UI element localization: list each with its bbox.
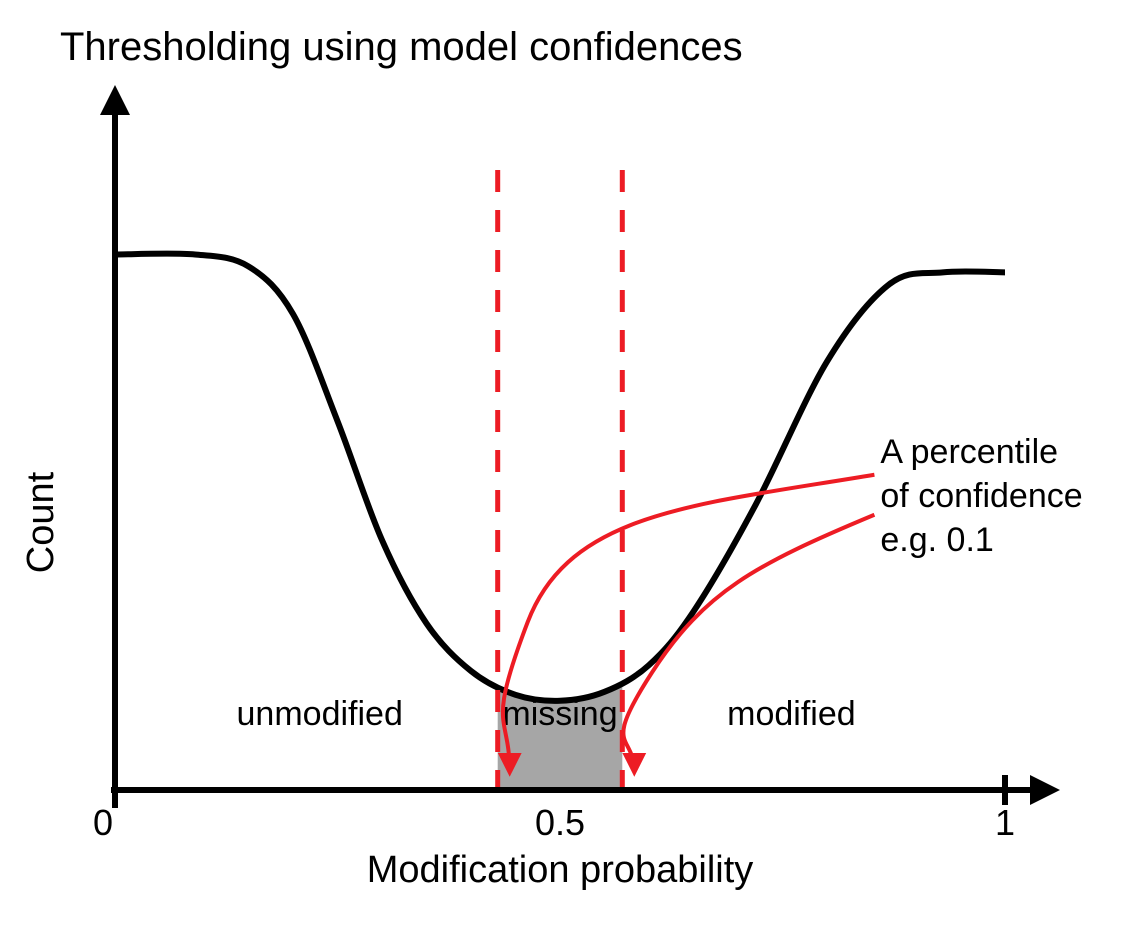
region-label-unmodified: unmodified bbox=[237, 695, 403, 733]
y-axis-label: Count bbox=[20, 471, 62, 573]
annotation-line-2: of confidence bbox=[880, 477, 1082, 515]
annotation-line-3: e.g. 0.1 bbox=[880, 521, 993, 559]
chart-title: Thresholding using model confidences bbox=[60, 25, 743, 69]
x-tick-label-05: 0.5 bbox=[535, 802, 585, 843]
annotation-line-1: A percentile bbox=[880, 433, 1058, 471]
thresholding-chart: Thresholding using model confidences 0 0… bbox=[0, 0, 1124, 930]
annotation-arrow-right bbox=[623, 515, 874, 772]
x-axis-label: Modification probability bbox=[367, 849, 754, 891]
region-label-missing: missing bbox=[502, 695, 617, 733]
region-label-modified: modified bbox=[727, 695, 856, 733]
x-tick-label-1: 1 bbox=[995, 802, 1015, 843]
x-tick-label-0: 0 bbox=[93, 802, 113, 843]
